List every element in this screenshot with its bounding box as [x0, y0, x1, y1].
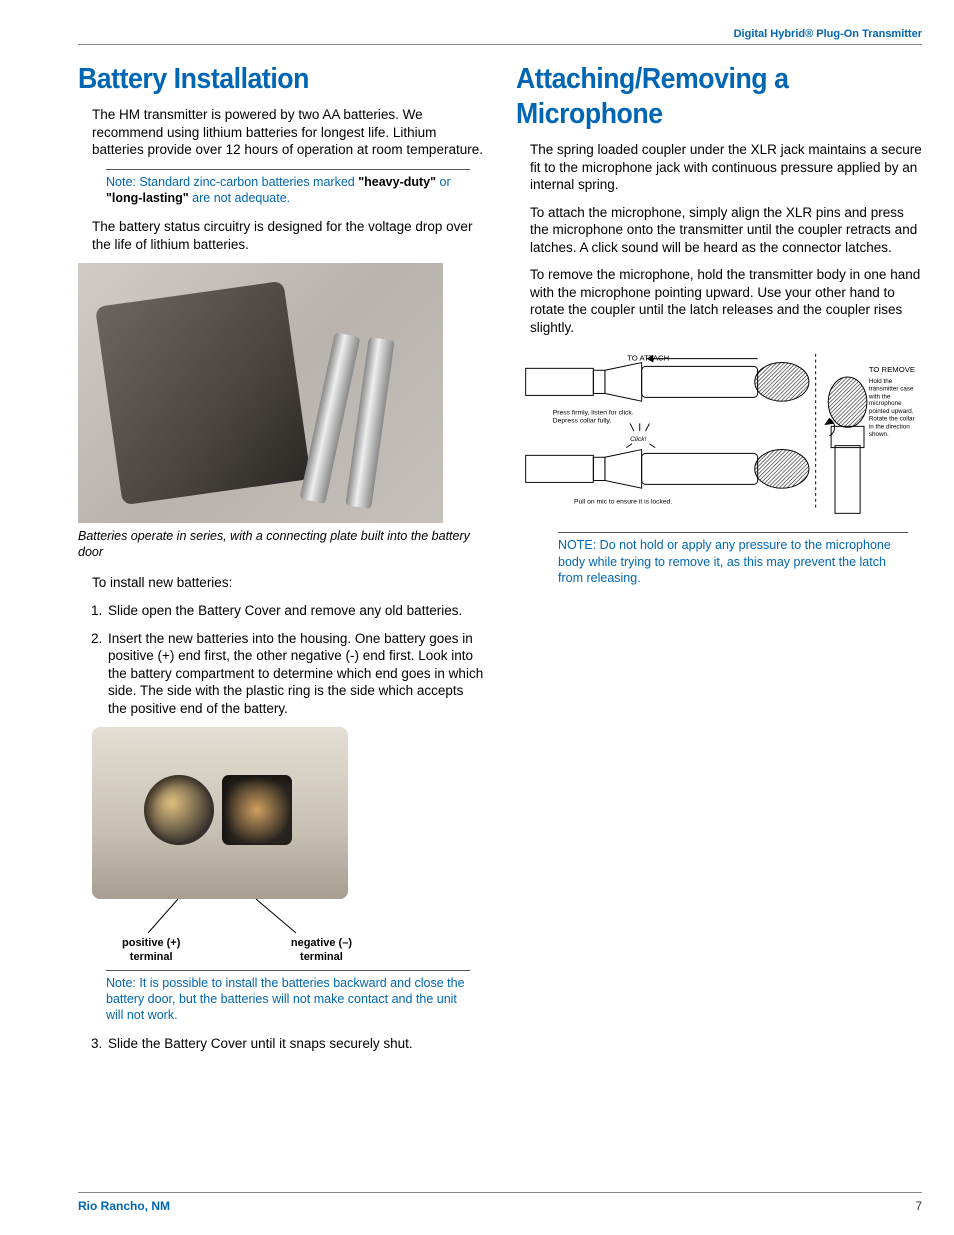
diagram-press-label: Press firmly, listen for click. [553, 410, 634, 417]
leader-lines [92, 899, 348, 937]
note-bold-2: "long-lasting" [106, 191, 189, 205]
mic-p1: The spring loaded coupler under the XLR … [516, 141, 922, 194]
battery-intro: The HM transmitter is powered by two AA … [78, 106, 484, 159]
diagram-depress-label: Depress collar fully. [553, 418, 612, 425]
install-step-1: Slide open the Battery Cover and remove … [106, 602, 484, 620]
mic-p2: To attach the microphone, simply align t… [516, 204, 922, 257]
mic-note: NOTE: Do not hold or apply any pressure … [558, 532, 908, 586]
install-intro: To install new batteries: [78, 574, 484, 592]
battery-note-2: Note: It is possible to install the batt… [106, 970, 470, 1024]
battery-photo-caption: Batteries operate in series, with a conn… [78, 529, 484, 560]
note-text: Note: Standard zinc-carbon batteries mar… [106, 175, 358, 189]
page-header: Digital Hybrid® Plug-On Transmitter [78, 28, 922, 45]
footer-page-number: 7 [915, 1199, 922, 1213]
install-step-2: Insert the new batteries into the housin… [106, 630, 484, 718]
mic-heading-2: Microphone [516, 98, 890, 131]
diagram-attach-label: TO ATTACH [627, 354, 669, 363]
negative-terminal-label: negative (–)terminal [291, 937, 352, 963]
diagram-pull-label: Pull on mic to ensure it is locked. [574, 499, 672, 506]
mic-diagram: TO ATTACH Press firmly, listen for click… [516, 346, 922, 526]
diagram-remove-label: TO REMOVE [869, 366, 915, 375]
mic-heading-1: Attaching/Removing a [516, 63, 890, 96]
install-step-3: Slide the Battery Cover until it snaps s… [106, 1035, 484, 1053]
note-bold-1: "heavy-duty" [358, 175, 436, 189]
note-text: or [436, 175, 451, 189]
note-text: are not adequate. [189, 191, 290, 205]
battery-heading: Battery Installation [78, 63, 452, 96]
positive-terminal-label: positive (+)terminal [122, 937, 180, 963]
page-footer: Rio Rancho, NM 7 [78, 1192, 922, 1213]
battery-status-text: The battery status circuitry is designed… [78, 218, 484, 253]
diagram-click-label: Click! [630, 436, 647, 443]
footer-location: Rio Rancho, NM [78, 1199, 170, 1213]
mic-p3: To remove the microphone, hold the trans… [516, 266, 922, 336]
battery-note-1: Note: Standard zinc-carbon batteries mar… [106, 169, 470, 207]
left-column: Battery Installation The HM transmitter … [78, 63, 484, 1063]
compartment-photo [92, 727, 348, 899]
right-column: Attaching/Removing a Microphone The spri… [516, 63, 922, 1063]
diagram-hold-label: Hold the transmitter case with the micro… [869, 378, 919, 438]
battery-photo [78, 263, 443, 523]
